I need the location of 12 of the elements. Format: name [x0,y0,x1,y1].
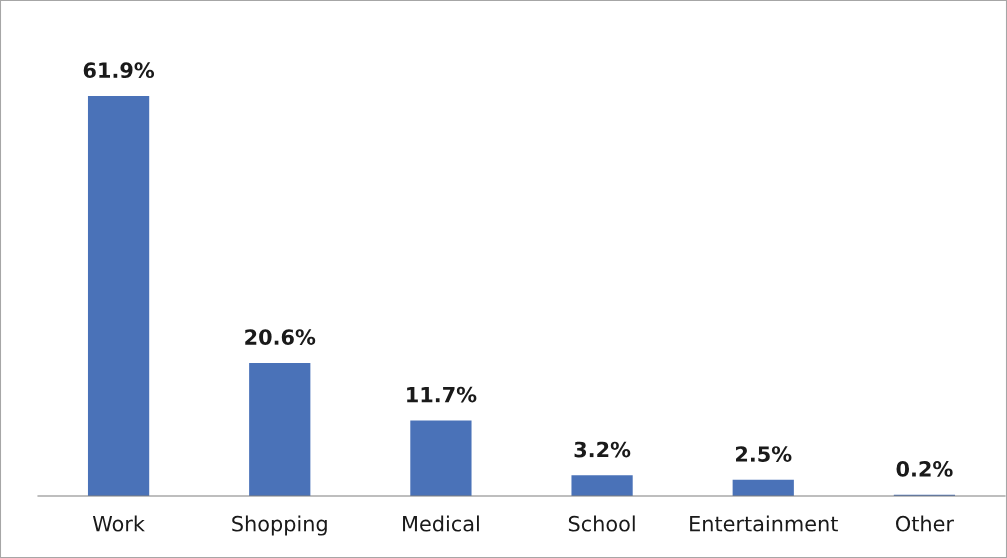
x-tick-label: Entertainment [690,515,838,532]
data-label: 2.5% [736,446,792,462]
data-label: 11.7% [407,386,477,403]
x-tick-label: School [568,515,635,532]
data-label: 3.2% [574,441,631,458]
data-label: 20.6% [245,329,316,345]
x-tick-label: Other [896,515,954,532]
x-tick-label: Medical [403,515,479,532]
data-label: 0.2% [896,461,953,477]
x-tick-label: Shopping [232,515,327,536]
data-label: 61.9% [83,62,155,79]
x-tick-label: Work [92,515,145,532]
